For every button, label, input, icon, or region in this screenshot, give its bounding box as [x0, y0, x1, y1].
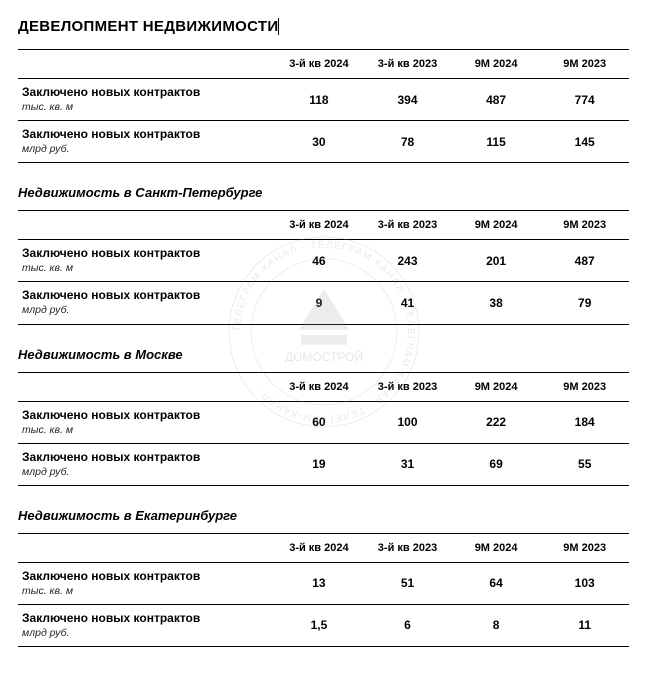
value-cell: 19: [275, 443, 364, 485]
row-label: Заключено новых контрактов: [22, 450, 200, 464]
value-cell: 394: [363, 79, 452, 121]
column-header: 9М 2024: [452, 211, 541, 240]
table-row: Заключено новых контрактов тыс. кв. м 1351…: [18, 562, 629, 604]
column-header: 3-й кв 2024: [275, 50, 364, 79]
value-cell: 487: [540, 240, 629, 282]
value-cell: 8: [452, 604, 541, 646]
table-row: Заключено новых контрактов млрд руб. 94138…: [18, 282, 629, 324]
value-cell: 774: [540, 79, 629, 121]
column-header-empty: [18, 533, 275, 562]
value-cell: 100: [363, 401, 452, 443]
column-header-empty: [18, 211, 275, 240]
section-title: Недвижимость в Екатеринбурге: [18, 508, 629, 523]
value-cell: 60: [275, 401, 364, 443]
value-cell: 115: [452, 121, 541, 163]
row-label-cell: Заключено новых контрактов тыс. кв. м: [18, 562, 275, 604]
value-cell: 222: [452, 401, 541, 443]
row-label-cell: Заключено новых контрактов тыс. кв. м: [18, 240, 275, 282]
column-header: 3-й кв 2023: [363, 372, 452, 401]
row-label: Заключено новых контрактов: [22, 246, 200, 260]
column-header: 3-й кв 2023: [363, 533, 452, 562]
value-cell: 1,5: [275, 604, 364, 646]
column-header: 9М 2023: [540, 211, 629, 240]
row-label-cell: Заключено новых контрактов млрд руб.: [18, 443, 275, 485]
row-unit: млрд руб.: [22, 466, 271, 479]
value-cell: 38: [452, 282, 541, 324]
row-label-cell: Заключено новых контрактов млрд руб.: [18, 121, 275, 163]
column-header: 9М 2023: [540, 50, 629, 79]
value-cell: 69: [452, 443, 541, 485]
column-header: 3-й кв 2023: [363, 50, 452, 79]
row-unit: млрд руб.: [22, 627, 271, 640]
row-label-cell: Заключено новых контрактов тыс. кв. м: [18, 401, 275, 443]
value-cell: 11: [540, 604, 629, 646]
column-header: 9М 2024: [452, 372, 541, 401]
row-label-cell: Заключено новых контрактов млрд руб.: [18, 604, 275, 646]
row-label: Заключено новых контрактов: [22, 288, 200, 302]
row-label: Заключено новых контрактов: [22, 85, 200, 99]
row-unit: тыс. кв. м: [22, 424, 271, 437]
row-unit: тыс. кв. м: [22, 585, 271, 598]
column-header: 9М 2023: [540, 372, 629, 401]
row-label: Заключено новых контрактов: [22, 408, 200, 422]
section-title: Недвижимость в Санкт-Петербурге: [18, 185, 629, 200]
data-table: 3-й кв 20243-й кв 20239М 20249М 2023 Закл…: [18, 372, 629, 486]
value-cell: 79: [540, 282, 629, 324]
row-unit: млрд руб.: [22, 304, 271, 317]
column-header: 3-й кв 2023: [363, 211, 452, 240]
row-label-cell: Заключено новых контрактов млрд руб.: [18, 282, 275, 324]
row-unit: тыс. кв. м: [22, 101, 271, 114]
value-cell: 41: [363, 282, 452, 324]
row-label: Заключено новых контрактов: [22, 611, 200, 625]
column-header: 9М 2024: [452, 50, 541, 79]
column-header: 9М 2024: [452, 533, 541, 562]
row-unit: тыс. кв. м: [22, 262, 271, 275]
value-cell: 118: [275, 79, 364, 121]
section-title: Недвижимость в Москве: [18, 347, 629, 362]
value-cell: 487: [452, 79, 541, 121]
column-header: 9М 2023: [540, 533, 629, 562]
column-header-empty: [18, 50, 275, 79]
value-cell: 145: [540, 121, 629, 163]
value-cell: 55: [540, 443, 629, 485]
table-row: Заключено новых контрактовмлрд руб.30781…: [18, 121, 629, 163]
row-label: Заключено новых контрактов: [22, 127, 200, 141]
value-cell: 64: [452, 562, 541, 604]
column-header: 3-й кв 2024: [275, 533, 364, 562]
value-cell: 184: [540, 401, 629, 443]
value-cell: 6: [363, 604, 452, 646]
value-cell: 51: [363, 562, 452, 604]
value-cell: 201: [452, 240, 541, 282]
column-header-empty: [18, 372, 275, 401]
value-cell: 31: [363, 443, 452, 485]
page-title: ДЕВЕЛОПМЕНТ НЕДВИЖИМОСТИ: [18, 18, 279, 35]
data-table: 3-й кв 20243-й кв 20239М 20249М 2023 Закл…: [18, 533, 629, 647]
row-label: Заключено новых контрактов: [22, 569, 200, 583]
table-row: Заключено новых контрактов млрд руб. 1,568…: [18, 604, 629, 646]
value-cell: 30: [275, 121, 364, 163]
tables-container: 3-й кв 20243-й кв 20239М 20249М 2023Закл…: [18, 49, 629, 647]
value-cell: 46: [275, 240, 364, 282]
value-cell: 243: [363, 240, 452, 282]
value-cell: 9: [275, 282, 364, 324]
row-unit: млрд руб.: [22, 143, 271, 156]
column-header: 3-й кв 2024: [275, 211, 364, 240]
value-cell: 103: [540, 562, 629, 604]
table-row: Заключено новых контрактов млрд руб. 19316…: [18, 443, 629, 485]
table-row: Заключено новых контрактов тыс. кв. м 4624…: [18, 240, 629, 282]
table-row: Заключено новых контрактов тыс. кв. м 6010…: [18, 401, 629, 443]
table-row: Заключено новых контрактов тыс. кв. м 1183…: [18, 79, 629, 121]
column-header: 3-й кв 2024: [275, 372, 364, 401]
row-label-cell: Заключено новых контрактов тыс. кв. м: [18, 79, 275, 121]
value-cell: 13: [275, 562, 364, 604]
value-cell: 78: [363, 121, 452, 163]
data-table: 3-й кв 20243-й кв 20239М 20249М 2023 Закл…: [18, 210, 629, 324]
data-table: 3-й кв 20243-й кв 20239М 20249М 2023 Закл…: [18, 49, 629, 163]
